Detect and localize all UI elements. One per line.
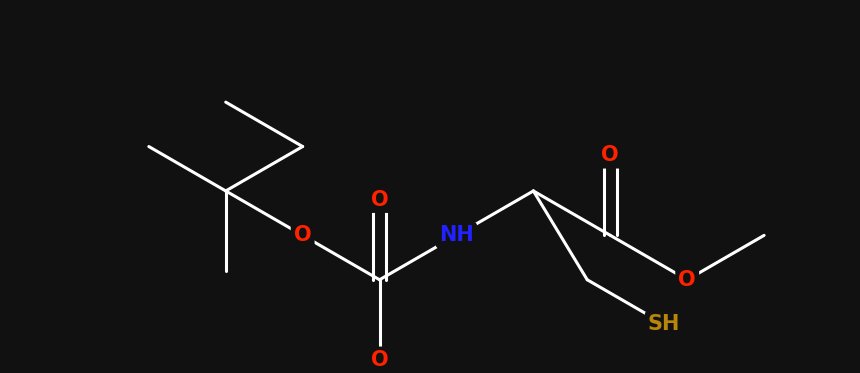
- Text: O: O: [679, 270, 696, 290]
- Text: O: O: [371, 350, 389, 370]
- Text: SH: SH: [648, 314, 680, 334]
- Text: O: O: [371, 190, 389, 210]
- Text: O: O: [294, 225, 311, 245]
- Text: O: O: [601, 145, 619, 165]
- Text: NH: NH: [439, 225, 474, 245]
